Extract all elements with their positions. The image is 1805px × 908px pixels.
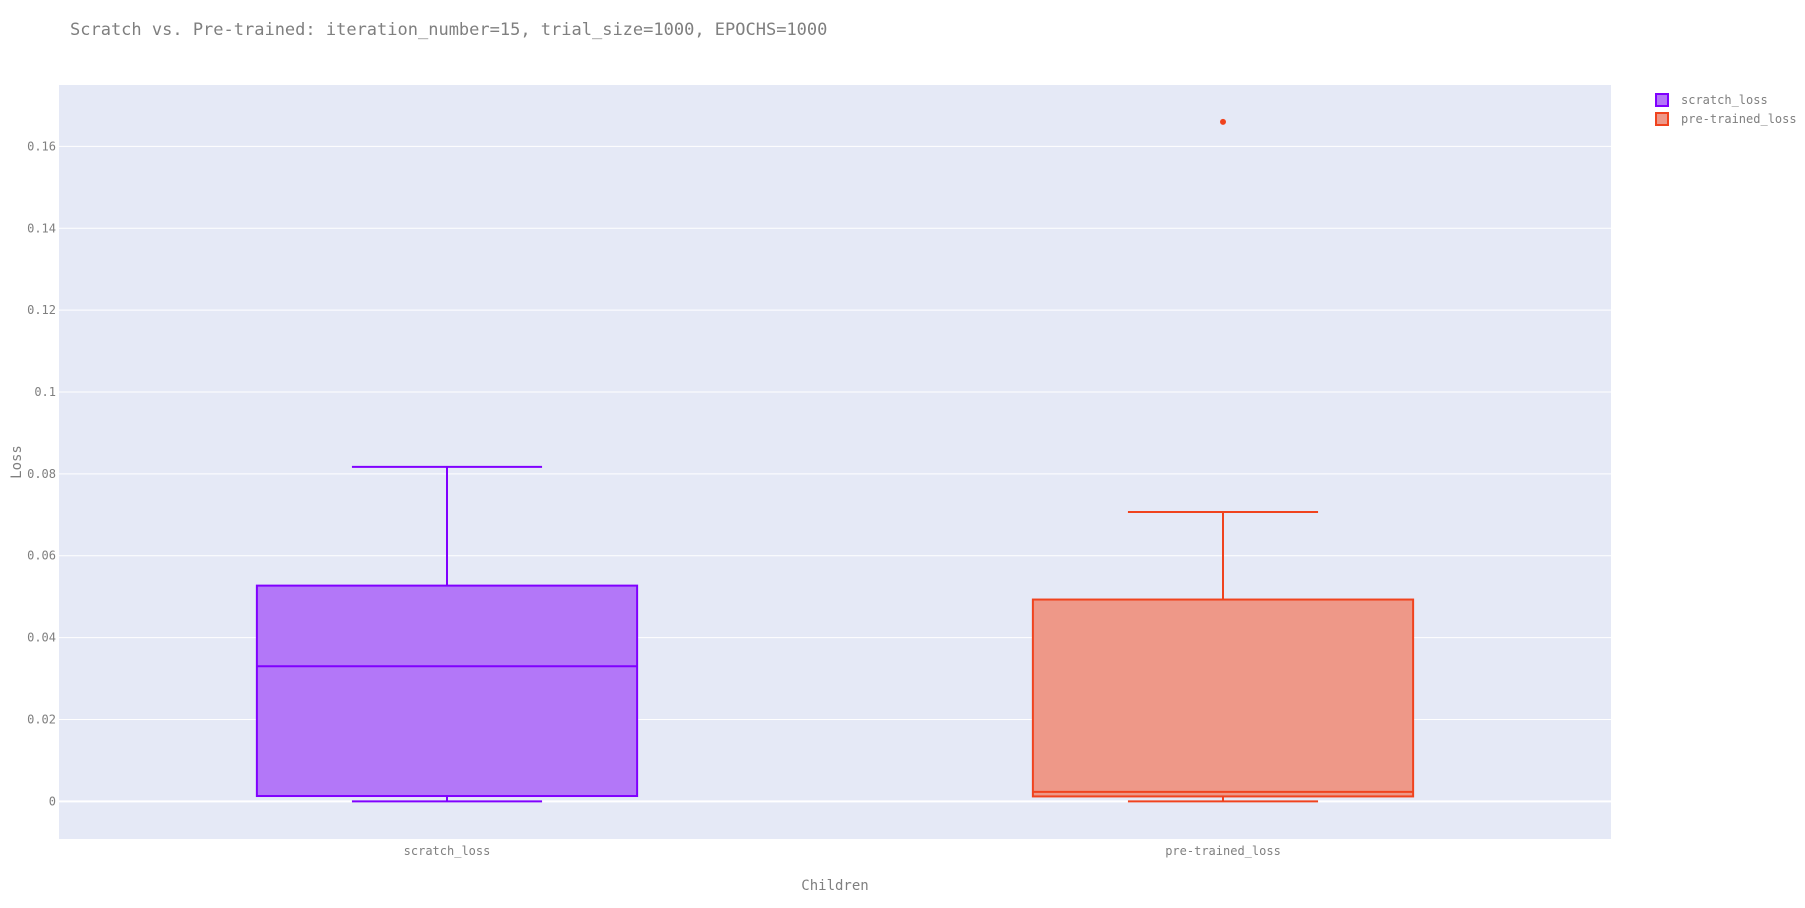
legend-swatch (1655, 112, 1669, 126)
x-axis-ticks: scratch_loss pre-trained_loss (404, 844, 1281, 858)
legend-label: scratch_loss (1681, 93, 1768, 107)
x-axis-title: Children (801, 878, 868, 894)
legend-swatch (1655, 93, 1669, 107)
y-tick-label: 0.04 (27, 631, 56, 645)
x-tick-label: pre-trained_loss (1165, 844, 1281, 858)
legend[interactable]: scratch_loss pre-trained_loss (1655, 93, 1797, 126)
y-tick-label: 0.02 (27, 712, 56, 726)
y-tick-label: 0.08 (27, 467, 56, 481)
legend-label: pre-trained_loss (1681, 112, 1797, 126)
y-tick-label: 0.06 (27, 549, 56, 563)
y-tick-label: 0.1 (34, 385, 56, 399)
legend-item-scratch_loss[interactable]: scratch_loss (1655, 93, 1768, 107)
y-tick-label: 0 (49, 794, 56, 808)
box-iqr[interactable] (1031, 598, 1415, 798)
box-iqr[interactable] (255, 584, 639, 798)
y-tick-label: 0.14 (27, 221, 56, 235)
x-tick-label: scratch_loss (404, 844, 491, 858)
y-axis-ticks: 0 0.02 0.04 0.06 0.08 0.1 0.12 0.14 0.16 (27, 139, 56, 808)
legend-item-pre-trained_loss[interactable]: pre-trained_loss (1655, 112, 1797, 126)
box-scratch_loss[interactable] (255, 465, 639, 803)
y-tick-label: 0.12 (27, 303, 56, 317)
box-pre-trained_loss[interactable] (1031, 118, 1415, 803)
y-tick-label: 0.16 (27, 139, 56, 153)
box-series[interactable] (255, 118, 1415, 803)
outlier-point[interactable] (1220, 118, 1226, 125)
chart-title: Scratch vs. Pre-trained: iteration_numbe… (70, 20, 827, 40)
y-axis-title: Loss (9, 445, 25, 479)
